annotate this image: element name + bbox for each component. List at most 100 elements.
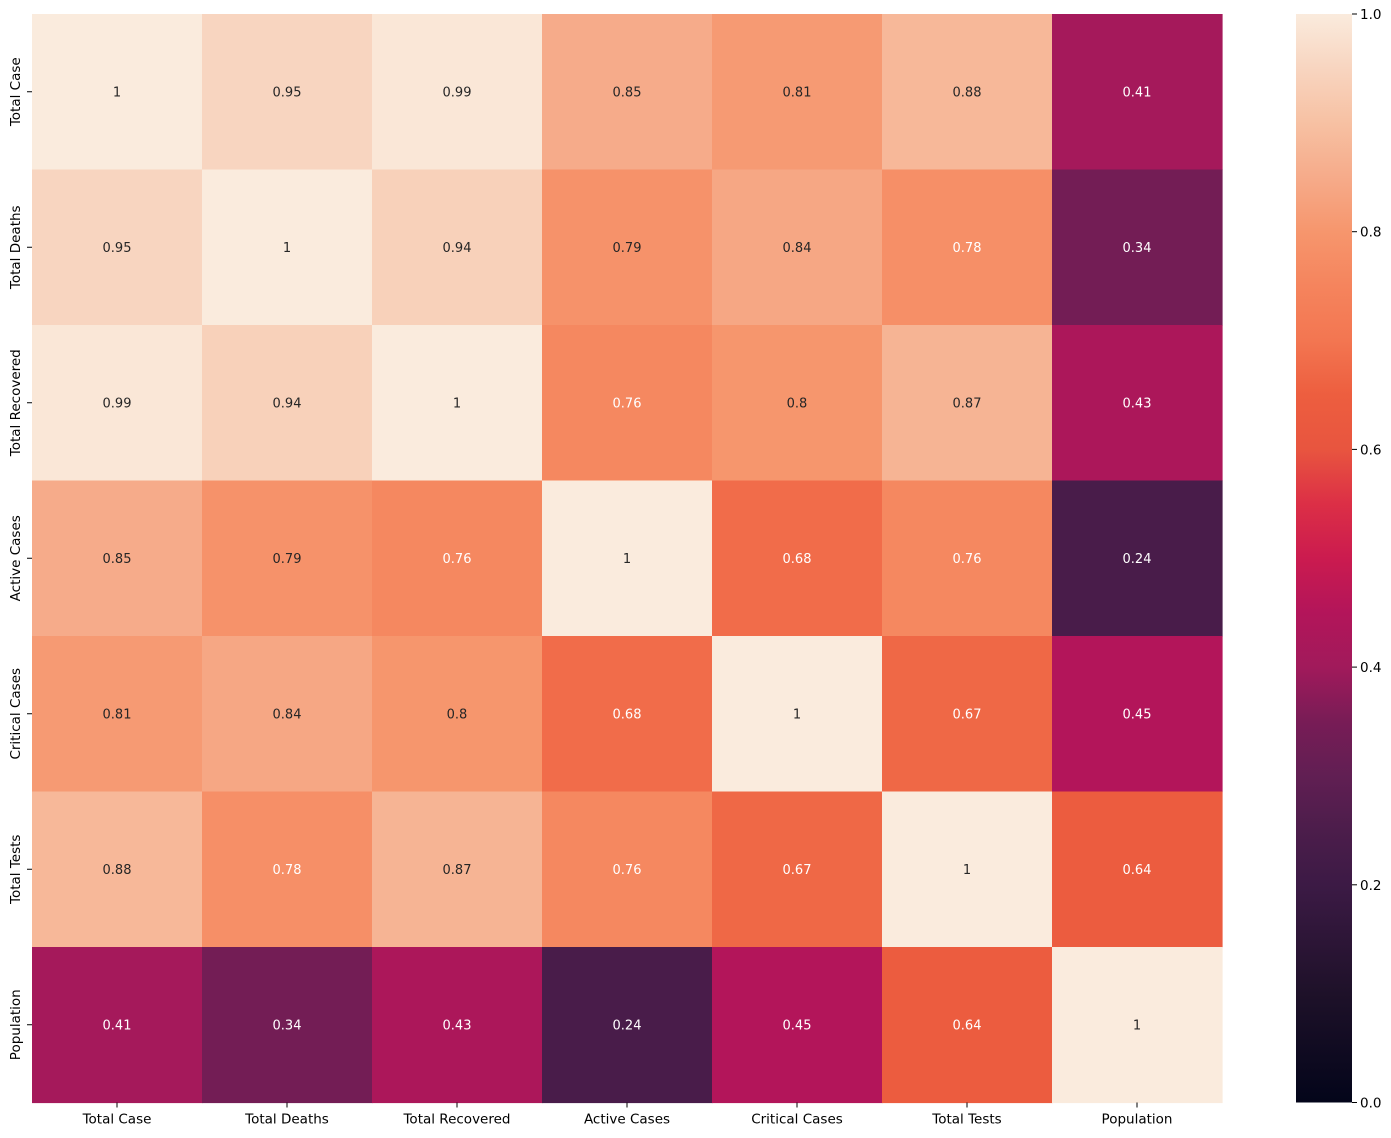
cell-annotation: 0.94	[443, 241, 472, 256]
heatmap-cell-total-case-total-recovered	[372, 14, 543, 171]
heatmap-cell-population-total-case	[32, 947, 203, 1104]
cell-annotation: 1	[283, 241, 291, 256]
cell-annotation: 0.41	[1123, 85, 1152, 100]
heatmap-cell-total-tests-total-recovered	[372, 791, 543, 948]
cell-annotation: 0.76	[613, 863, 642, 878]
heatmap-cells	[32, 14, 1223, 1104]
heatmap-cell-critical-cases-total-case	[32, 636, 203, 793]
cell-annotation: 0.78	[273, 863, 302, 878]
cell-annotation: 0.95	[103, 241, 132, 256]
heatmap-annotations: 1 0.95 0.99 0.85 0.81 0.88 0.410.95 1 0.94 0.79 0.…	[103, 85, 1152, 1033]
cell-annotation: 1	[793, 707, 801, 722]
cell-annotation: 0.45	[783, 1018, 812, 1033]
heatmap-cell-active-cases-total-tests	[882, 480, 1053, 637]
heatmap-cell-population-population	[1052, 947, 1223, 1104]
heatmap-cell-total-recovered-population	[1052, 325, 1223, 482]
cell-annotation: 0.79	[273, 552, 302, 567]
y-tick-label: Total Recovered	[8, 349, 24, 457]
cell-annotation: 0.68	[783, 552, 812, 567]
cell-annotation: 0.94	[273, 396, 302, 411]
cell-annotation: 0.34	[1123, 241, 1152, 256]
heatmap-cell-critical-cases-total-recovered	[372, 636, 543, 793]
cell-annotation: 1	[963, 863, 971, 878]
cell-annotation: 0.67	[953, 707, 982, 722]
heatmap-cell-total-deaths-critical-cases	[712, 169, 883, 326]
heatmap-cell-total-deaths-active-cases	[542, 169, 713, 326]
cell-annotation: 0.43	[1123, 396, 1152, 411]
y-tick-label: Population	[8, 989, 24, 1060]
colorbar-tick-label: 0.4	[1360, 660, 1381, 676]
heatmap-cell-total-recovered-total-tests	[882, 325, 1053, 482]
cell-annotation: 0.8	[447, 707, 468, 722]
heatmap-cell-total-tests-total-deaths	[202, 791, 373, 948]
heatmap-cell-total-deaths-population	[1052, 169, 1223, 326]
colorbar-gradient	[1296, 14, 1352, 1103]
heatmap-cell-active-cases-total-recovered	[372, 480, 543, 637]
x-tick-label: Total Deaths	[244, 1112, 329, 1128]
cell-annotation: 0.64	[953, 1018, 982, 1033]
cell-annotation: 0.76	[953, 552, 982, 567]
heatmap-cell-population-total-recovered	[372, 947, 543, 1104]
cell-annotation: 0.84	[273, 707, 302, 722]
colorbar-tick-label: 1.0	[1360, 7, 1381, 23]
cell-annotation: 0.81	[103, 707, 132, 722]
heatmap-cell-active-cases-population	[1052, 480, 1223, 637]
y-tick-label: Total Tests	[8, 835, 24, 905]
heatmap-cell-total-recovered-active-cases	[542, 325, 713, 482]
colorbar-tick-label: 0.8	[1360, 225, 1381, 241]
heatmap-cell-total-tests-active-cases	[542, 791, 713, 948]
cell-annotation: 0.67	[783, 863, 812, 878]
heatmap-cell-total-case-active-cases	[542, 14, 713, 171]
heatmap-cell-critical-cases-population	[1052, 636, 1223, 793]
x-tick-label: Total Recovered	[402, 1112, 510, 1128]
y-tick-label: Total Case	[8, 57, 24, 127]
cell-annotation: 0.45	[1123, 707, 1152, 722]
x-tick-label: Total Case	[82, 1112, 152, 1128]
x-axis: Total Case Total Deaths Total Recovered Act…	[82, 1102, 1172, 1128]
heatmap-cell-total-recovered-critical-cases	[712, 325, 883, 482]
x-tick-label: Critical Cases	[751, 1112, 843, 1128]
cell-annotation: 0.85	[613, 85, 642, 100]
heatmap-cell-critical-cases-total-deaths	[202, 636, 373, 793]
cell-annotation: 1	[623, 552, 631, 567]
heatmap-cell-active-cases-critical-cases	[712, 480, 883, 637]
heatmap-cell-total-recovered-total-case	[32, 325, 203, 482]
cell-annotation: 0.95	[273, 85, 302, 100]
heatmap-cell-population-critical-cases	[712, 947, 883, 1104]
cell-annotation: 0.88	[953, 85, 982, 100]
cell-annotation: 1	[113, 85, 121, 100]
heatmap-cell-total-case-total-deaths	[202, 14, 373, 171]
cell-annotation: 0.99	[443, 85, 472, 100]
cell-annotation: 0.85	[103, 552, 132, 567]
cell-annotation: 0.34	[273, 1018, 302, 1033]
heatmap-cell-total-deaths-total-deaths	[202, 169, 373, 326]
heatmap-cell-critical-cases-active-cases	[542, 636, 713, 793]
cell-annotation: 0.68	[613, 707, 642, 722]
heatmap-cell-critical-cases-total-tests	[882, 636, 1053, 793]
heatmap-cell-total-recovered-total-deaths	[202, 325, 373, 482]
cell-annotation: 1	[453, 396, 461, 411]
x-tick-label: Total Tests	[931, 1112, 1001, 1128]
cell-annotation: 1	[1133, 1018, 1141, 1033]
cell-annotation: 0.24	[613, 1018, 642, 1033]
heatmap-cell-total-case-population	[1052, 14, 1223, 171]
cell-annotation: 0.99	[103, 396, 132, 411]
heatmap-cell-population-active-cases	[542, 947, 713, 1104]
y-tick-label: Critical Cases	[8, 668, 24, 760]
heatmap-cell-total-deaths-total-recovered	[372, 169, 543, 326]
heatmap-cell-total-tests-critical-cases	[712, 791, 883, 948]
cell-annotation: 0.79	[613, 241, 642, 256]
cell-annotation: 0.76	[613, 396, 642, 411]
heatmap-cell-total-case-total-tests	[882, 14, 1053, 171]
heatmap-cell-active-cases-total-case	[32, 480, 203, 637]
y-axis: Total Case Total Deaths Total Recovered Act…	[8, 57, 32, 1060]
heatmap-cell-total-recovered-total-recovered	[372, 325, 543, 482]
cell-annotation: 0.43	[443, 1018, 472, 1033]
heatmap-cell-total-tests-total-tests	[882, 791, 1053, 948]
colorbar: 0.0 0.2 0.4 0.6 0.8 1.0	[1296, 7, 1381, 1112]
heatmap-cell-active-cases-total-deaths	[202, 480, 373, 637]
cell-annotation: 0.41	[103, 1018, 132, 1033]
heatmap-cell-total-deaths-total-case	[32, 169, 203, 326]
heatmap-cell-total-tests-population	[1052, 791, 1223, 948]
